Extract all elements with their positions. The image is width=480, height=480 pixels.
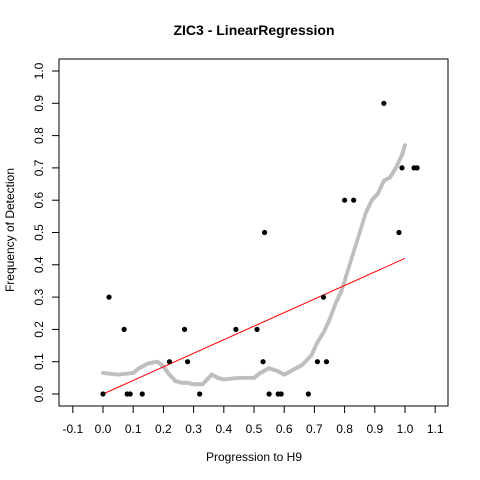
observed-point [100, 391, 106, 397]
regression-line-group [102, 257, 406, 395]
smoothed-curve [101, 143, 407, 387]
observed-point [127, 391, 133, 397]
x-axis-label: Progression to H9 [206, 450, 302, 464]
observed-point [278, 391, 284, 397]
y-tick-label: 0.2 [32, 321, 46, 338]
observed-point [166, 359, 173, 365]
observed-point [266, 391, 272, 397]
observed-point [351, 197, 357, 203]
x-tick-label: 1.0 [397, 422, 414, 436]
y-axis: 0.0 0.1 0.2 0.3 0.4 0.5 0.6 0.7 0.8 0.9 1.0 [32, 62, 60, 402]
observed-point [414, 165, 420, 171]
observed-point [181, 326, 188, 332]
observed-point [197, 391, 203, 397]
observed-point [323, 359, 330, 365]
observed-point [320, 294, 327, 300]
observed-point [305, 391, 311, 397]
observed-point [260, 359, 266, 365]
x-tick-label: 0.1 [125, 422, 142, 436]
x-axis: -0.1 0.0 0.1 0.2 0.3 0.4 0.5 0.6 0.7 0.8 0.9 1.0 1.1 [62, 405, 444, 436]
y-tick-label: 0.4 [32, 256, 46, 273]
observed-point [396, 229, 402, 236]
regression-line [102, 257, 406, 395]
observed-point [342, 197, 348, 203]
observed-point [381, 100, 387, 106]
x-tick-label: 0.0 [95, 422, 112, 436]
y-tick-label: 0.1 [32, 353, 46, 370]
x-tick-label: 0.5 [246, 422, 263, 436]
y-tick-label: 0.5 [32, 224, 46, 241]
x-tick-label: 0.9 [366, 422, 383, 436]
y-tick-label: 1.0 [32, 62, 46, 79]
x-tick-label: 0.7 [306, 422, 323, 436]
x-tick-label: 0.4 [215, 422, 232, 436]
observed-point [121, 326, 127, 332]
y-tick-label: 0.9 [32, 95, 46, 112]
observed-point [254, 326, 260, 332]
y-axis-label: Frequency of Detection [3, 168, 17, 292]
y-tick-label: 0.7 [32, 159, 46, 176]
y-tick-label: 0.8 [32, 127, 46, 144]
x-tick-label: 0.2 [155, 422, 172, 436]
x-tick-label: 0.3 [185, 422, 202, 436]
y-tick-label: 0.3 [32, 288, 46, 305]
observed-point [184, 359, 191, 365]
observed-point [261, 229, 268, 236]
x-tick-label: -0.1 [62, 422, 83, 436]
y-tick-label: 0.6 [32, 192, 46, 209]
x-tick-label: 0.8 [336, 422, 353, 436]
x-tick-label: 1.1 [427, 422, 444, 436]
observed-point [106, 294, 112, 300]
y-tick-label: 0.0 [32, 385, 46, 402]
observed-point [314, 359, 321, 365]
observed-point [233, 326, 239, 332]
observed-point [399, 165, 405, 171]
observed-point [139, 391, 145, 397]
x-tick-label: 0.6 [276, 422, 293, 436]
chart-title: ZIC3 - LinearRegression [173, 22, 334, 38]
observed-points [100, 100, 420, 397]
smoothed-point [403, 143, 407, 148]
